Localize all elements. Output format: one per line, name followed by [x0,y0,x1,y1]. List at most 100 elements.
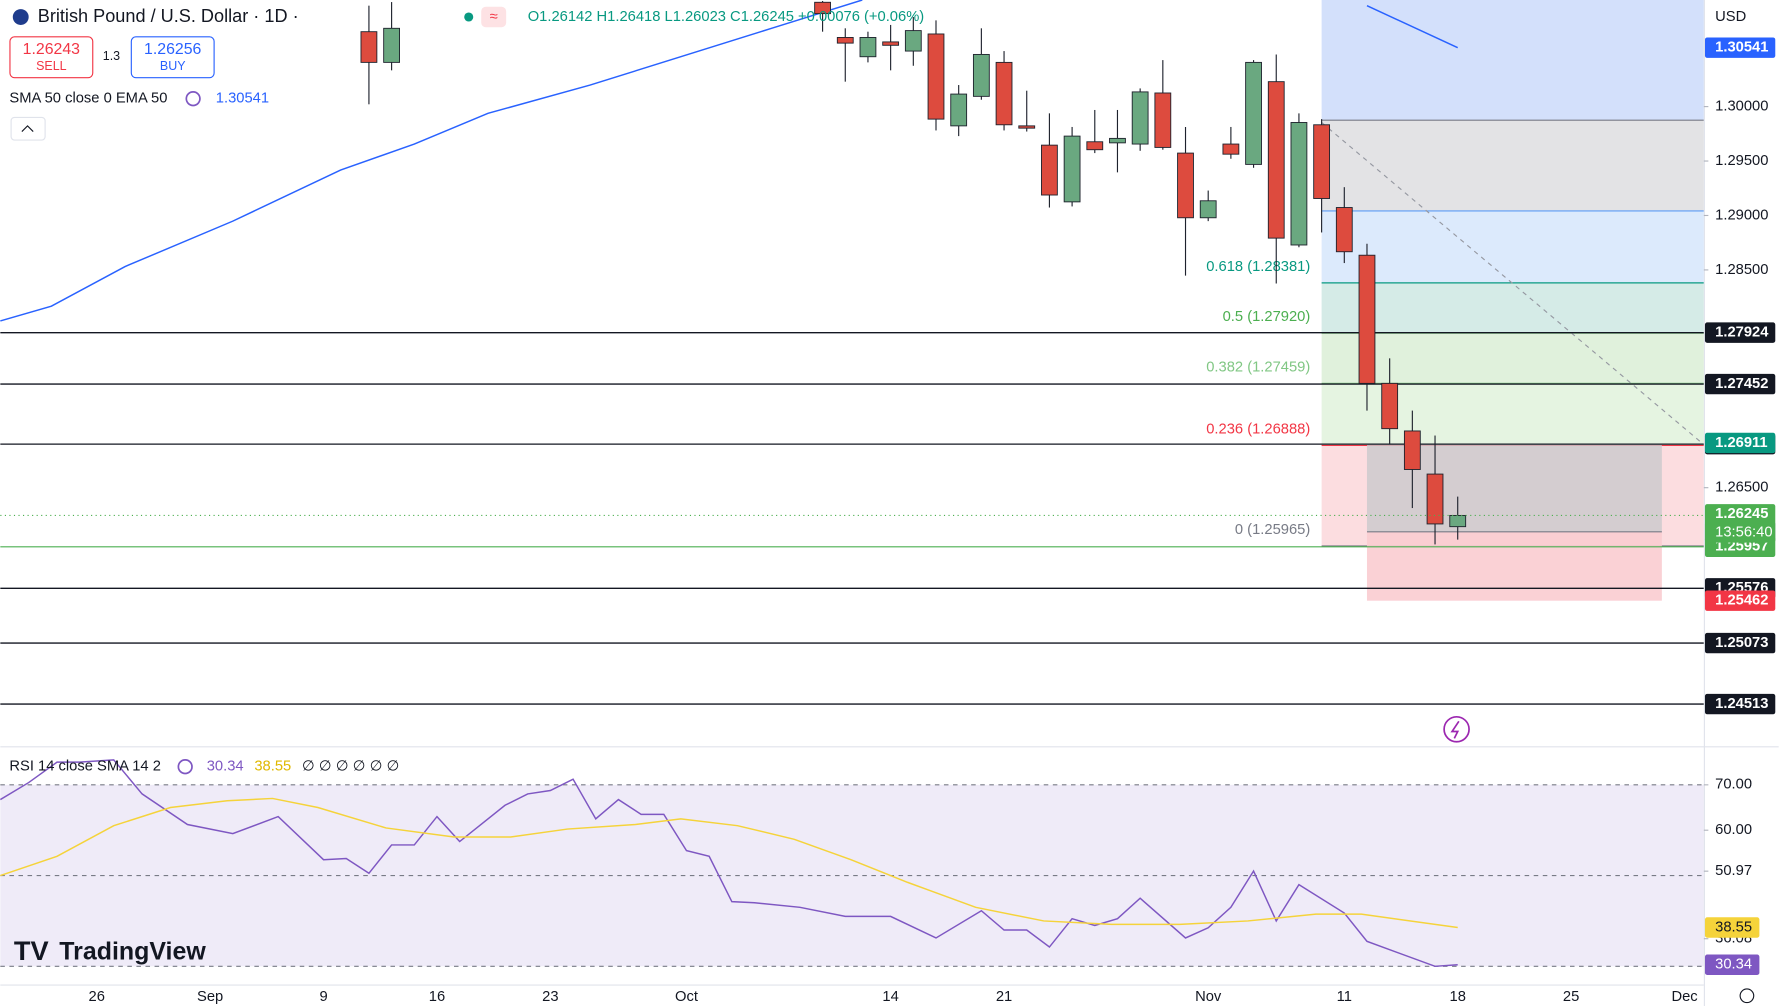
price-pane: 0.618 (1.28381) 0.5 (1.27920) 0.382 (1.274… [0,0,1705,705]
rsi-legend-value: 30.34 [207,759,244,775]
status-wave: ≈ [490,9,498,25]
candle-body [927,33,945,120]
candle-body [360,31,378,63]
price-badge [1704,693,1776,715]
x-tick-label: 26 [89,989,105,1005]
x-tick-label: 9 [319,989,327,1005]
sma-legend-value: 1.30541 [216,91,269,107]
candle-body [1222,143,1240,155]
brand-logo: TradingView [59,937,206,965]
price-badge [1704,504,1776,543]
x-tick-label: 25 [1563,989,1579,1005]
candle-body [995,61,1013,126]
fib-zone [1321,383,1704,446]
candle-body [1426,473,1444,525]
price-badge-label: 1.26245 [1715,506,1768,522]
brand-mark: TV [14,935,49,966]
currency[interactable]: USD [1715,9,1746,25]
y-tick-label: 1.30000 [1715,98,1768,114]
price-badge [1704,373,1776,395]
settings-icon[interactable] [1739,988,1755,1004]
fib-label: 0 (1.25965) [1235,522,1310,538]
candle-body [1199,200,1217,219]
refresh-icon[interactable] [177,759,193,775]
candle-body [383,27,400,63]
x-tick-label: Nov [1195,989,1222,1005]
rsi-badge [1704,954,1760,975]
candle-body [1131,91,1149,145]
alert-bolt [1450,720,1460,739]
fib-label: 0.382 (1.27459) [1206,359,1310,375]
candle-body [1313,124,1331,199]
y-tick-label: 50.97 [1715,863,1752,879]
price-badge-label: 1.25073 [1715,635,1768,651]
x-tick-label: Oct [675,989,698,1005]
x-tick-label: Sep [197,989,223,1005]
x-tick-label: 23 [542,989,558,1005]
fib-zone [1321,282,1704,334]
candle-body [1109,137,1126,144]
fib-label: 0.5 (1.27920) [1223,309,1311,325]
trend-line [1321,122,1705,446]
fib-zone [1321,120,1704,211]
axes: 1.30000 1.29500 1.29000 1.28500 1.26500 1.279… [89,37,1776,1005]
price-badge [1704,590,1776,611]
fib-label: 0.236 (1.26888) [1206,421,1310,437]
y-tick-label: 60.00 [1715,822,1752,838]
legend: British Pound / U.S. Dollar · 1D · ≈ O1.… [9,6,1755,1004]
fib-zone [1321,333,1704,384]
price-badge-label: 1.26911 [1715,435,1767,451]
rsi-badge [1704,917,1760,938]
candle-body [882,41,900,46]
buy-label: BUY [160,59,186,73]
fib-zone [1321,210,1704,283]
countdown: 13:56:40 [1715,524,1772,540]
refresh-icon[interactable] [185,91,201,107]
y-tick-label: 70.00 [1715,777,1752,793]
candle-body [1245,61,1262,165]
candle-body [1063,135,1081,203]
candle-body [814,1,831,15]
price-badge [1704,322,1776,343]
alert-icon[interactable] [1443,715,1470,743]
collapse-button[interactable] [10,116,46,141]
flag-icon [12,9,29,25]
x-tick-label: 18 [1450,989,1466,1005]
candle-body [1381,382,1399,430]
price-badge-label: 1.27452 [1715,376,1768,392]
rsi-line [0,759,1458,968]
symbol-title: British Pound / U.S. Dollar · 1D · [38,6,299,26]
y-tick-label: 1.29000 [1715,207,1768,223]
candle-body [1335,207,1353,253]
candle-body [1403,430,1421,470]
spread: 1.3 [103,49,120,63]
price-badge-label: 1.24513 [1715,696,1768,712]
x-tick-label: 14 [882,989,898,1005]
candle-body [1154,92,1172,148]
y-tick-label: 1.28500 [1715,262,1768,278]
rsi-legend: RSI 14 close SMA 14 2 [9,759,161,775]
position-loss [1366,531,1662,601]
x-tick-label: 21 [996,989,1012,1005]
price-badge-label: 1.25462 [1715,593,1768,609]
candle-body [1290,122,1308,246]
rsi-line [0,797,1458,929]
rsi-sma-legend-value: 38.55 [254,759,291,775]
buy-price: 1.26256 [144,41,202,58]
candle-body [1267,81,1285,239]
candle-body [1358,254,1376,384]
candle-body [1018,125,1036,129]
candle-body [1086,141,1104,151]
rsi-extras: ∅ ∅ ∅ ∅ ∅ ∅ [302,759,399,775]
ohlc-values: O1.26142 H1.26418 L1.26023 C1.26245 +0.0… [528,9,925,25]
candle-body [1177,152,1194,219]
buy-button[interactable] [130,36,215,79]
price-badge-label: 1.25957 [1715,539,1768,555]
sma-line [0,0,1459,322]
fib-zone [1321,0,1704,121]
candle-body [1041,144,1058,196]
candle-body [836,37,854,44]
candle-body [972,53,990,97]
sell-button[interactable] [9,36,94,79]
fib-label: 0.618 (1.28381) [1206,259,1310,275]
